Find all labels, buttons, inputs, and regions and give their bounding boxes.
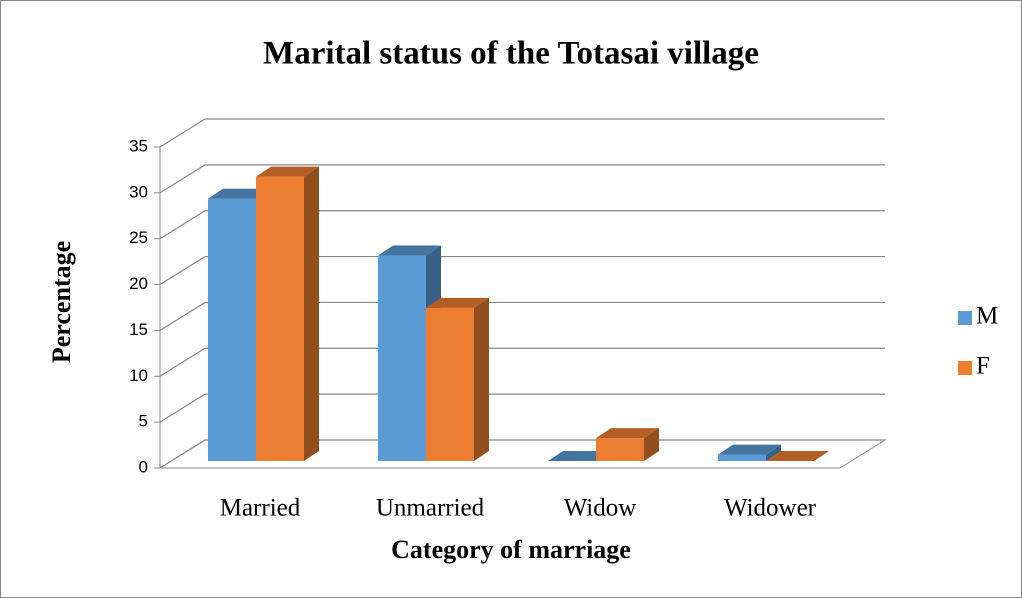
bar-front <box>426 307 474 461</box>
grid-line <box>159 164 885 194</box>
y-tick-label: 5 <box>139 412 148 431</box>
legend-swatch <box>958 361 972 375</box>
bar-top <box>548 451 611 461</box>
x-axis-title: Category of marriage <box>391 535 631 564</box>
bar-top <box>718 444 781 455</box>
y-tick-label: 25 <box>129 228 148 247</box>
y-tick-label: 15 <box>129 320 148 339</box>
grid-line <box>159 255 885 286</box>
bar-top <box>596 428 659 439</box>
legend-label: M <box>976 303 998 330</box>
y-tick-label: 35 <box>129 136 148 155</box>
bar-front <box>208 198 256 461</box>
bar-front <box>718 454 766 461</box>
grid-line <box>159 301 885 331</box>
bar-front <box>596 438 644 461</box>
bar-side <box>304 166 319 461</box>
bar-side <box>644 428 659 461</box>
x-tick-label: Widower <box>724 495 817 522</box>
x-tick-label: Married <box>220 495 301 522</box>
bar-top <box>208 188 271 199</box>
bar <box>718 444 781 461</box>
bar <box>548 451 611 461</box>
grid-line <box>159 393 885 423</box>
x-tick-label: Unmarried <box>376 495 485 522</box>
chart-title: Marital status of the Totasai village <box>263 36 759 72</box>
bar-side <box>766 444 781 461</box>
bar-side <box>474 297 489 461</box>
grid-line <box>159 210 885 240</box>
y-tick-label: 10 <box>129 366 148 385</box>
legend-label: F <box>976 353 990 380</box>
bar-front <box>256 176 304 461</box>
y-tick-label: 0 <box>139 457 148 476</box>
bar <box>256 166 319 461</box>
y-tick-label: 20 <box>129 274 148 293</box>
bar <box>766 451 829 461</box>
y-axis-title: Percentage <box>47 241 76 363</box>
bar-top <box>378 245 441 256</box>
bar <box>596 428 659 461</box>
bar-front <box>378 255 426 461</box>
legend-swatch <box>958 311 972 325</box>
bar <box>426 297 489 461</box>
bar-top <box>426 297 489 308</box>
x-tick-label: Widow <box>564 495 637 522</box>
bar-top <box>766 451 829 461</box>
bar-top <box>256 166 319 177</box>
grid-line <box>159 347 885 377</box>
grid-line <box>159 118 885 148</box>
y-tick-label: 30 <box>129 182 148 201</box>
